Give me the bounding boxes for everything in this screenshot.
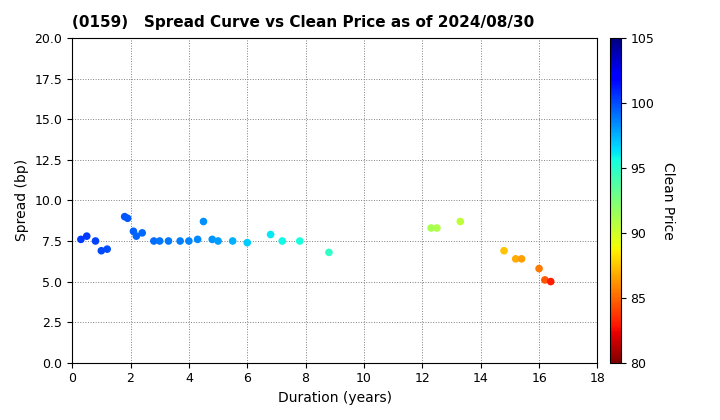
Point: [426, 225, 437, 231]
Point: [207, 236, 218, 243]
Point: [127, 228, 139, 235]
Point: [136, 229, 148, 236]
Point: [276, 238, 288, 244]
Point: [539, 277, 551, 284]
Point: [174, 238, 186, 244]
Point: [96, 247, 107, 254]
Y-axis label: Spread (bp): Spread (bp): [15, 159, 29, 242]
Point: [227, 238, 238, 244]
Point: [323, 249, 335, 256]
Point: [534, 265, 545, 272]
Point: [90, 238, 102, 244]
Point: [198, 218, 210, 225]
Point: [454, 218, 466, 225]
Point: [212, 238, 224, 244]
Point: [510, 255, 521, 262]
Point: [241, 239, 253, 246]
Point: [431, 225, 443, 231]
Point: [81, 233, 92, 239]
Y-axis label: Clean Price: Clean Price: [662, 162, 675, 239]
Point: [122, 215, 133, 222]
Point: [294, 238, 305, 244]
Point: [130, 233, 142, 239]
Point: [516, 255, 527, 262]
Point: [119, 213, 130, 220]
Point: [75, 236, 86, 243]
X-axis label: Duration (years): Duration (years): [278, 391, 392, 405]
Point: [498, 247, 510, 254]
Point: [102, 246, 113, 252]
Point: [192, 236, 203, 243]
Point: [265, 231, 276, 238]
Point: [148, 238, 160, 244]
Point: [545, 278, 557, 285]
Point: [163, 238, 174, 244]
Point: [154, 238, 166, 244]
Text: (0159)   Spread Curve vs Clean Price as of 2024/08/30: (0159) Spread Curve vs Clean Price as of…: [72, 15, 534, 30]
Point: [183, 238, 194, 244]
